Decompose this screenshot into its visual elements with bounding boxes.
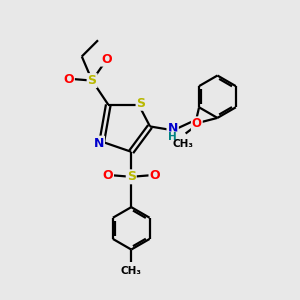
Text: S: S	[127, 170, 136, 183]
Text: O: O	[149, 169, 160, 182]
Text: O: O	[192, 117, 202, 130]
Text: O: O	[102, 169, 113, 182]
Text: H: H	[168, 132, 177, 142]
Text: O: O	[101, 52, 112, 66]
Text: S: S	[88, 74, 97, 87]
Text: CH₃: CH₃	[172, 139, 193, 149]
Text: S: S	[136, 97, 146, 110]
Text: CH₃: CH₃	[121, 266, 142, 276]
Text: N: N	[94, 136, 104, 150]
Text: O: O	[63, 73, 74, 85]
Text: N: N	[167, 122, 178, 135]
